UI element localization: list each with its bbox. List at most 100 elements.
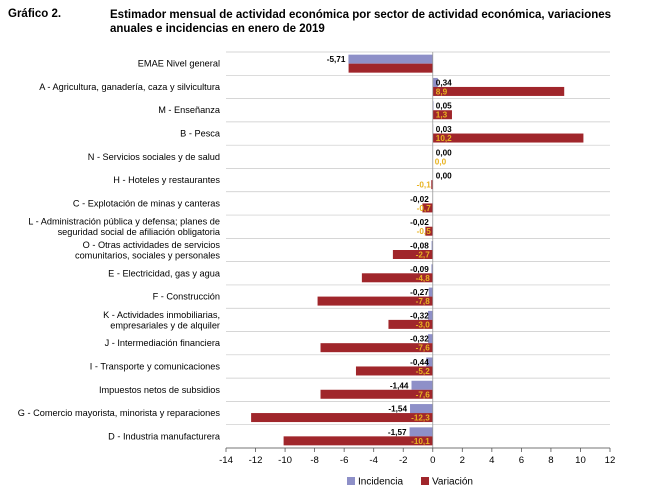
incidencia-value-label: 0,00 bbox=[436, 148, 452, 157]
x-tick-label: -2 bbox=[399, 455, 408, 466]
variacion-value-label: 10,2 bbox=[436, 134, 452, 143]
figure-label: Gráfico 2. bbox=[8, 8, 62, 20]
incidencia-value-label: -1,57 bbox=[388, 428, 407, 437]
category-label: N - Servicios sociales y de salud bbox=[88, 152, 220, 162]
incidencia-bar bbox=[431, 241, 433, 250]
category-label: C - Explotación de minas y canteras bbox=[73, 198, 220, 208]
variacion-bar bbox=[320, 343, 433, 353]
incidencia-value-label: -0,32 bbox=[410, 311, 429, 320]
variacion-value-label: -10,1 bbox=[411, 437, 430, 446]
incidencia-bar bbox=[428, 310, 433, 320]
variacion-bar bbox=[432, 110, 452, 120]
variacion-bar bbox=[392, 250, 433, 259]
variacion-value-label: 0,0 bbox=[435, 157, 447, 166]
category-label: I - Transporte y comunicaciones bbox=[90, 361, 221, 371]
x-tick-label: -8 bbox=[310, 455, 319, 466]
incidencia-value-label: 0,00 bbox=[436, 172, 452, 181]
category-label: K - Actividades inmobiliarias, empresaria… bbox=[103, 310, 220, 331]
variacion-bar bbox=[431, 180, 433, 190]
variacion-bar bbox=[361, 273, 433, 283]
category-label: H - Hoteles y restaurantes bbox=[113, 175, 220, 185]
category-label: G - Comercio mayorista, minorista y repa… bbox=[18, 408, 221, 418]
x-tick-label: 4 bbox=[489, 455, 495, 466]
variacion-value-label: -5,2 bbox=[416, 367, 431, 376]
incidencia-value-label: -0,44 bbox=[410, 358, 429, 367]
category-label-line: seguridad social de afiliación obligator… bbox=[58, 227, 221, 237]
x-tick-label: -6 bbox=[340, 455, 349, 466]
variacion-value-label: -0,7 bbox=[417, 204, 432, 213]
x-tick-label: 10 bbox=[575, 455, 586, 466]
x-tick-label: -10 bbox=[278, 455, 292, 466]
variacion-bar bbox=[320, 389, 433, 399]
category-label: M - Enseñanza bbox=[158, 105, 221, 115]
category-label: E - Electricidad, gas y agua bbox=[108, 268, 221, 278]
incidencia-value-label: -1,54 bbox=[388, 405, 407, 414]
category-label: J - Intermediación financiera bbox=[105, 338, 221, 348]
incidencia-bar bbox=[428, 287, 433, 297]
category-label-line: L - Administración pública y defensa; pl… bbox=[28, 217, 220, 227]
variacion-bar bbox=[422, 203, 433, 213]
x-tick-label: -12 bbox=[249, 455, 263, 466]
variacion-value-label: -12,3 bbox=[411, 414, 430, 423]
variacion-value-label: -4,8 bbox=[416, 274, 431, 283]
variacion-value-label: -3,0 bbox=[416, 320, 431, 329]
variacion-value-label: -2,7 bbox=[416, 251, 431, 260]
incidencia-bar bbox=[426, 357, 433, 367]
variacion-bar bbox=[317, 296, 433, 306]
legend-label-variacion: Variación bbox=[432, 477, 473, 488]
category-label: D - Industria manufacturera bbox=[108, 431, 221, 441]
incidencia-value-label: 0,03 bbox=[436, 125, 452, 134]
variacion-value-label: -0,5 bbox=[417, 227, 432, 236]
category-label-line: empresariales y de alquiler bbox=[110, 320, 220, 330]
incidencia-value-label: -0,08 bbox=[410, 242, 429, 251]
x-tick-label: 0 bbox=[430, 455, 435, 466]
category-label: L - Administración pública y defensa; pl… bbox=[28, 217, 221, 238]
incidencia-value-label: -1,44 bbox=[390, 381, 409, 390]
legend-swatch-variacion bbox=[421, 477, 429, 485]
x-tick-label: 12 bbox=[605, 455, 616, 466]
incidencia-value-label: -0,09 bbox=[410, 265, 429, 274]
x-tick-label: -14 bbox=[219, 455, 234, 466]
category-label: O - Otras actividades de servicios comuni… bbox=[75, 240, 220, 261]
variacion-bar bbox=[348, 63, 433, 73]
category-label-line: O - Otras actividades de servicios bbox=[83, 240, 221, 250]
variacion-bar bbox=[432, 133, 584, 143]
incidencia-value-label: -5,71 bbox=[327, 55, 346, 64]
variacion-value-label: -7,6 bbox=[416, 344, 431, 353]
category-label-line: K - Actividades inmobiliarias, bbox=[103, 310, 220, 320]
incidencia-bar bbox=[348, 54, 433, 64]
category-label-line: comunitarios, sociales y personales bbox=[75, 251, 220, 261]
incidencia-bar bbox=[432, 77, 438, 87]
variacion-value-label: -7,8 bbox=[416, 297, 431, 306]
x-tick-label: -4 bbox=[369, 455, 378, 466]
variacion-value-label: -7,6 bbox=[416, 390, 431, 399]
variacion-bar bbox=[388, 319, 433, 329]
x-tick-label: 2 bbox=[460, 455, 465, 466]
category-label: F - Construcción bbox=[153, 292, 220, 302]
variacion-value-label: -0,1 bbox=[417, 181, 432, 190]
incidencia-bar bbox=[409, 427, 433, 437]
legend-label-incidencia: Incidencia bbox=[358, 477, 403, 488]
x-tick-label: 6 bbox=[519, 455, 524, 466]
category-label: B - Pesca bbox=[180, 129, 221, 139]
variacion-bar bbox=[283, 436, 433, 446]
incidencia-bar bbox=[428, 334, 433, 344]
incidencia-value-label: -0,27 bbox=[410, 288, 429, 297]
variacion-bar bbox=[432, 86, 565, 96]
variacion-bar bbox=[251, 413, 433, 423]
incidencia-value-label: -0,02 bbox=[410, 195, 429, 204]
incidencia-value-label: -0,02 bbox=[410, 218, 429, 227]
variacion-bar bbox=[355, 366, 433, 376]
incidencia-value-label: 0,34 bbox=[436, 78, 452, 87]
incidencia-value-label: 0,05 bbox=[436, 102, 452, 111]
category-label: A - Agricultura, ganadería, caza y silvi… bbox=[39, 82, 221, 92]
x-tick-label: 8 bbox=[548, 455, 553, 466]
variacion-value-label: 1,3 bbox=[436, 111, 448, 120]
category-label: EMAE Nivel general bbox=[138, 59, 220, 69]
incidencia-bar bbox=[410, 404, 433, 414]
variacion-bar bbox=[425, 226, 433, 236]
variacion-value-label: 8,9 bbox=[436, 87, 448, 96]
category-label: Impuestos netos de subsidios bbox=[99, 385, 220, 395]
incidencia-bar bbox=[411, 380, 433, 390]
